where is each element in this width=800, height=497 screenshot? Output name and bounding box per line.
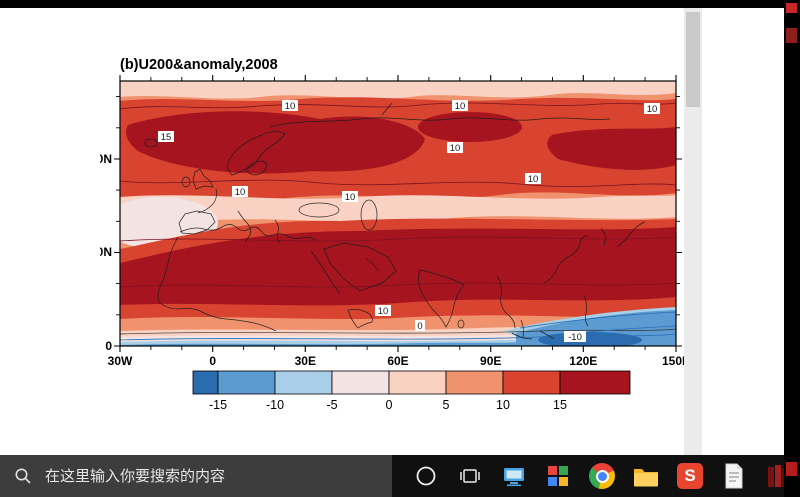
strip-red-mark-top — [786, 3, 797, 13]
contour-label: 10 — [644, 103, 660, 115]
x-tick-120e: 120E — [569, 354, 597, 368]
svg-text:10: 10 — [647, 104, 658, 115]
y-tick-60n: 60N — [100, 152, 112, 166]
chrome-button[interactable] — [580, 455, 624, 497]
colorbar-label: 15 — [553, 398, 567, 412]
colorbar-label: -5 — [326, 398, 337, 412]
document-icon — [725, 463, 743, 489]
computer-icon — [504, 468, 524, 487]
colorbar-label: 5 — [443, 398, 450, 412]
document-page: (b)U200&anomaly,2008 — [0, 8, 784, 455]
colorbar-segment — [274, 370, 333, 395]
colorbar-segment — [559, 370, 631, 395]
contour-label: 10 — [375, 305, 391, 317]
contour-label: -10 — [564, 331, 586, 343]
sogou-button[interactable]: S — [668, 455, 712, 497]
scrollbar-thumb[interactable] — [686, 12, 700, 107]
search-input[interactable] — [43, 466, 367, 486]
right-black-strip — [784, 0, 800, 497]
contour-label: 0 — [415, 320, 425, 332]
svg-text:10: 10 — [345, 192, 356, 203]
svg-text:10: 10 — [378, 306, 389, 317]
contour-label: 10 — [342, 191, 358, 203]
map-plot: 10 10 10 15 10 10 10 10 10 0 -10 — [120, 81, 676, 346]
svg-text:10: 10 — [450, 143, 461, 154]
colorbar: -15 -10 -5 0 5 10 15 — [192, 370, 631, 412]
svg-text:0: 0 — [417, 321, 422, 332]
svg-text:15: 15 — [161, 132, 172, 143]
cortana-circle-icon — [416, 466, 436, 486]
top-black-bar — [0, 0, 800, 8]
contour-label: 10 — [525, 173, 541, 185]
taskbar-search[interactable] — [0, 455, 392, 497]
cortana-button[interactable] — [404, 455, 448, 497]
y-tick-0: 0 — [105, 339, 112, 353]
taskbar-icons: S — [404, 455, 800, 497]
taskbar: S — [0, 455, 800, 497]
task-view-icon — [460, 469, 480, 483]
contour-lines — [120, 102, 676, 341]
colorbar-segment — [192, 370, 219, 395]
anomaly-fill-layers — [120, 81, 676, 346]
contour-label: 10 — [447, 142, 463, 154]
anomaly-map-figure: (b)U200&anomaly,2008 — [100, 57, 690, 412]
app-grid-icon — [548, 466, 568, 486]
colorbar-label: -15 — [209, 398, 227, 412]
svg-text:10: 10 — [235, 187, 246, 198]
file-explorer-button[interactable] — [624, 455, 668, 497]
sogou-letter: S — [684, 466, 696, 485]
x-tick-90e: 90E — [480, 354, 501, 368]
colorbar-segment — [388, 370, 447, 395]
colorbar-segment — [331, 370, 390, 395]
figure-title: (b)U200&anomaly,2008 — [120, 57, 278, 73]
computer-app-button[interactable] — [492, 455, 536, 497]
colorbar-segment — [217, 370, 276, 395]
svg-text:-10: -10 — [568, 332, 582, 343]
contour-label: 15 — [158, 131, 174, 143]
contour-label: 10 — [282, 100, 298, 112]
sogou-icon: S — [677, 463, 703, 489]
colorbar-label: -10 — [266, 398, 284, 412]
folder-icon — [634, 469, 658, 487]
x-tick-30w: 30W — [108, 354, 133, 368]
contour-labels: 10 10 10 15 10 10 10 10 10 0 -10 — [158, 100, 660, 343]
colorbar-segment — [502, 370, 561, 395]
chrome-icon — [589, 463, 615, 489]
x-tick-60e: 60E — [387, 354, 408, 368]
colorbar-label: 0 — [386, 398, 393, 412]
axis-minor-ticks — [116, 77, 680, 350]
strip-red-mark-bottom — [786, 462, 797, 476]
colorbar-label: 10 — [496, 398, 510, 412]
svg-text:10: 10 — [285, 101, 296, 112]
coastlines — [144, 102, 646, 340]
scrollbar[interactable] — [684, 8, 702, 455]
strip-red-mark-mid — [786, 28, 797, 43]
y-tick-30n: 30N — [100, 245, 112, 259]
task-view-button[interactable] — [448, 455, 492, 497]
document-app-button[interactable] — [712, 455, 756, 497]
x-tick-30e: 30E — [295, 354, 316, 368]
axis-major-ticks — [114, 75, 682, 352]
svg-text:10: 10 — [528, 174, 539, 185]
contour-label: 10 — [452, 100, 468, 112]
x-tick-0: 0 — [209, 354, 216, 368]
search-icon — [15, 468, 31, 484]
colorbar-segment — [445, 370, 504, 395]
x-tick-150e: 150E — [662, 354, 690, 368]
svg-text:10: 10 — [455, 101, 466, 112]
contour-label: 10 — [232, 186, 248, 198]
app-grid-button[interactable] — [536, 455, 580, 497]
